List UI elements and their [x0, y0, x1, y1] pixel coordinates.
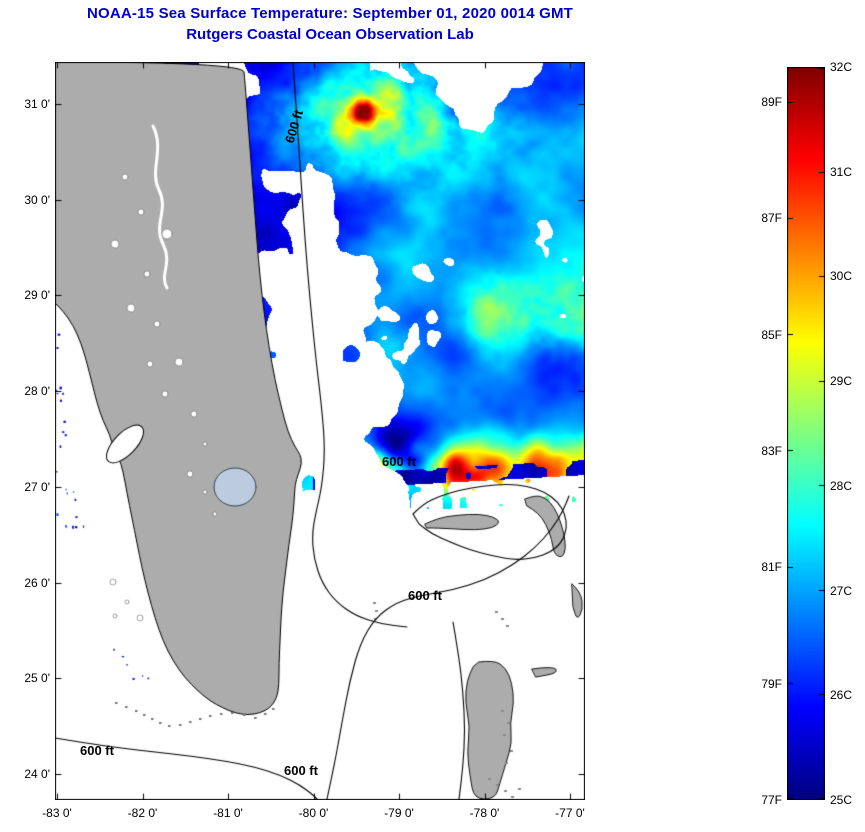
x-tick-label: -81 0' [213, 806, 243, 820]
page-title: NOAA-15 Sea Surface Temperature: Septemb… [86, 5, 574, 22]
colorbar-c-label: 32C [830, 60, 853, 74]
colorbar-f-label: 85F [761, 327, 782, 342]
colorbar-c-label: 26C [830, 688, 853, 703]
colorbar-f-label: 87F [761, 211, 782, 226]
colorbar-c-label: 31C [830, 164, 853, 179]
y-axis-labels: 31 0' 30 0' 29 0' 28 0' 27 0' 26 0' 25 0… [8, 96, 50, 782]
x-tick-label: -77 0' [555, 806, 585, 820]
x-tick-label: -79 0' [384, 806, 414, 820]
x-tick-label: -82 0' [127, 806, 158, 820]
colorbar: 89F 87F 85F 83F 81F 79F 77F 32C 31C 30C … [750, 0, 865, 832]
y-tick-label: 27 0' [24, 479, 50, 494]
colorbar-c-label: 27C [830, 583, 853, 598]
x-tick-label: -78 0' [469, 806, 500, 820]
sst-map-canvas [55, 62, 585, 800]
x-tick-label: -83 0' [42, 806, 72, 820]
y-tick-label: 26 0' [24, 575, 50, 590]
title-block: NOAA-15 Sea Surface Temperature: Septemb… [0, 5, 660, 43]
y-tick-label: 28 0' [24, 384, 50, 399]
y-tick-label: 25 0' [24, 671, 50, 686]
colorbar-f-label: 77F [761, 792, 782, 807]
depth-contour-label: 600 ft [80, 743, 114, 758]
page-subtitle: Rutgers Coastal Ocean Observation Lab [186, 26, 474, 43]
colorbar-c-label: 30C [830, 269, 853, 284]
colorbar-f-label: 83F [761, 443, 782, 458]
colorbar-fahrenheit-labels: 89F 87F 85F 83F 81F 79F 77F [750, 94, 782, 808]
x-axis-labels: -83 0' -82 0' -81 0' -80 0' -79 0' -78 0… [33, 806, 594, 820]
depth-contour-label: 600 ft [382, 454, 416, 469]
colorbar-f-label: 89F [761, 95, 782, 109]
x-tick-label: -80 0' [298, 806, 329, 820]
depth-contour-label: 600 ft [408, 588, 442, 603]
colorbar-c-label: 29C [830, 374, 853, 389]
y-tick-label: 30 0' [24, 192, 50, 207]
colorbar-gradient [787, 67, 825, 800]
colorbar-f-label: 79F [761, 676, 782, 691]
map-plot-area: 600 ft 600 ft 600 ft 600 ft 600 ft [55, 62, 585, 800]
y-tick-label: 29 0' [24, 288, 50, 303]
depth-contour-label: 600 ft [284, 763, 318, 778]
colorbar-f-label: 81F [761, 560, 782, 575]
colorbar-c-label: 28C [830, 478, 853, 493]
y-tick-label: 24 0' [24, 766, 50, 781]
colorbar-c-label: 25C [830, 792, 853, 807]
colorbar-celsius-labels: 32C 31C 30C 29C 28C 27C 26C 25C [830, 59, 864, 808]
y-tick-label: 31 0' [24, 97, 50, 111]
